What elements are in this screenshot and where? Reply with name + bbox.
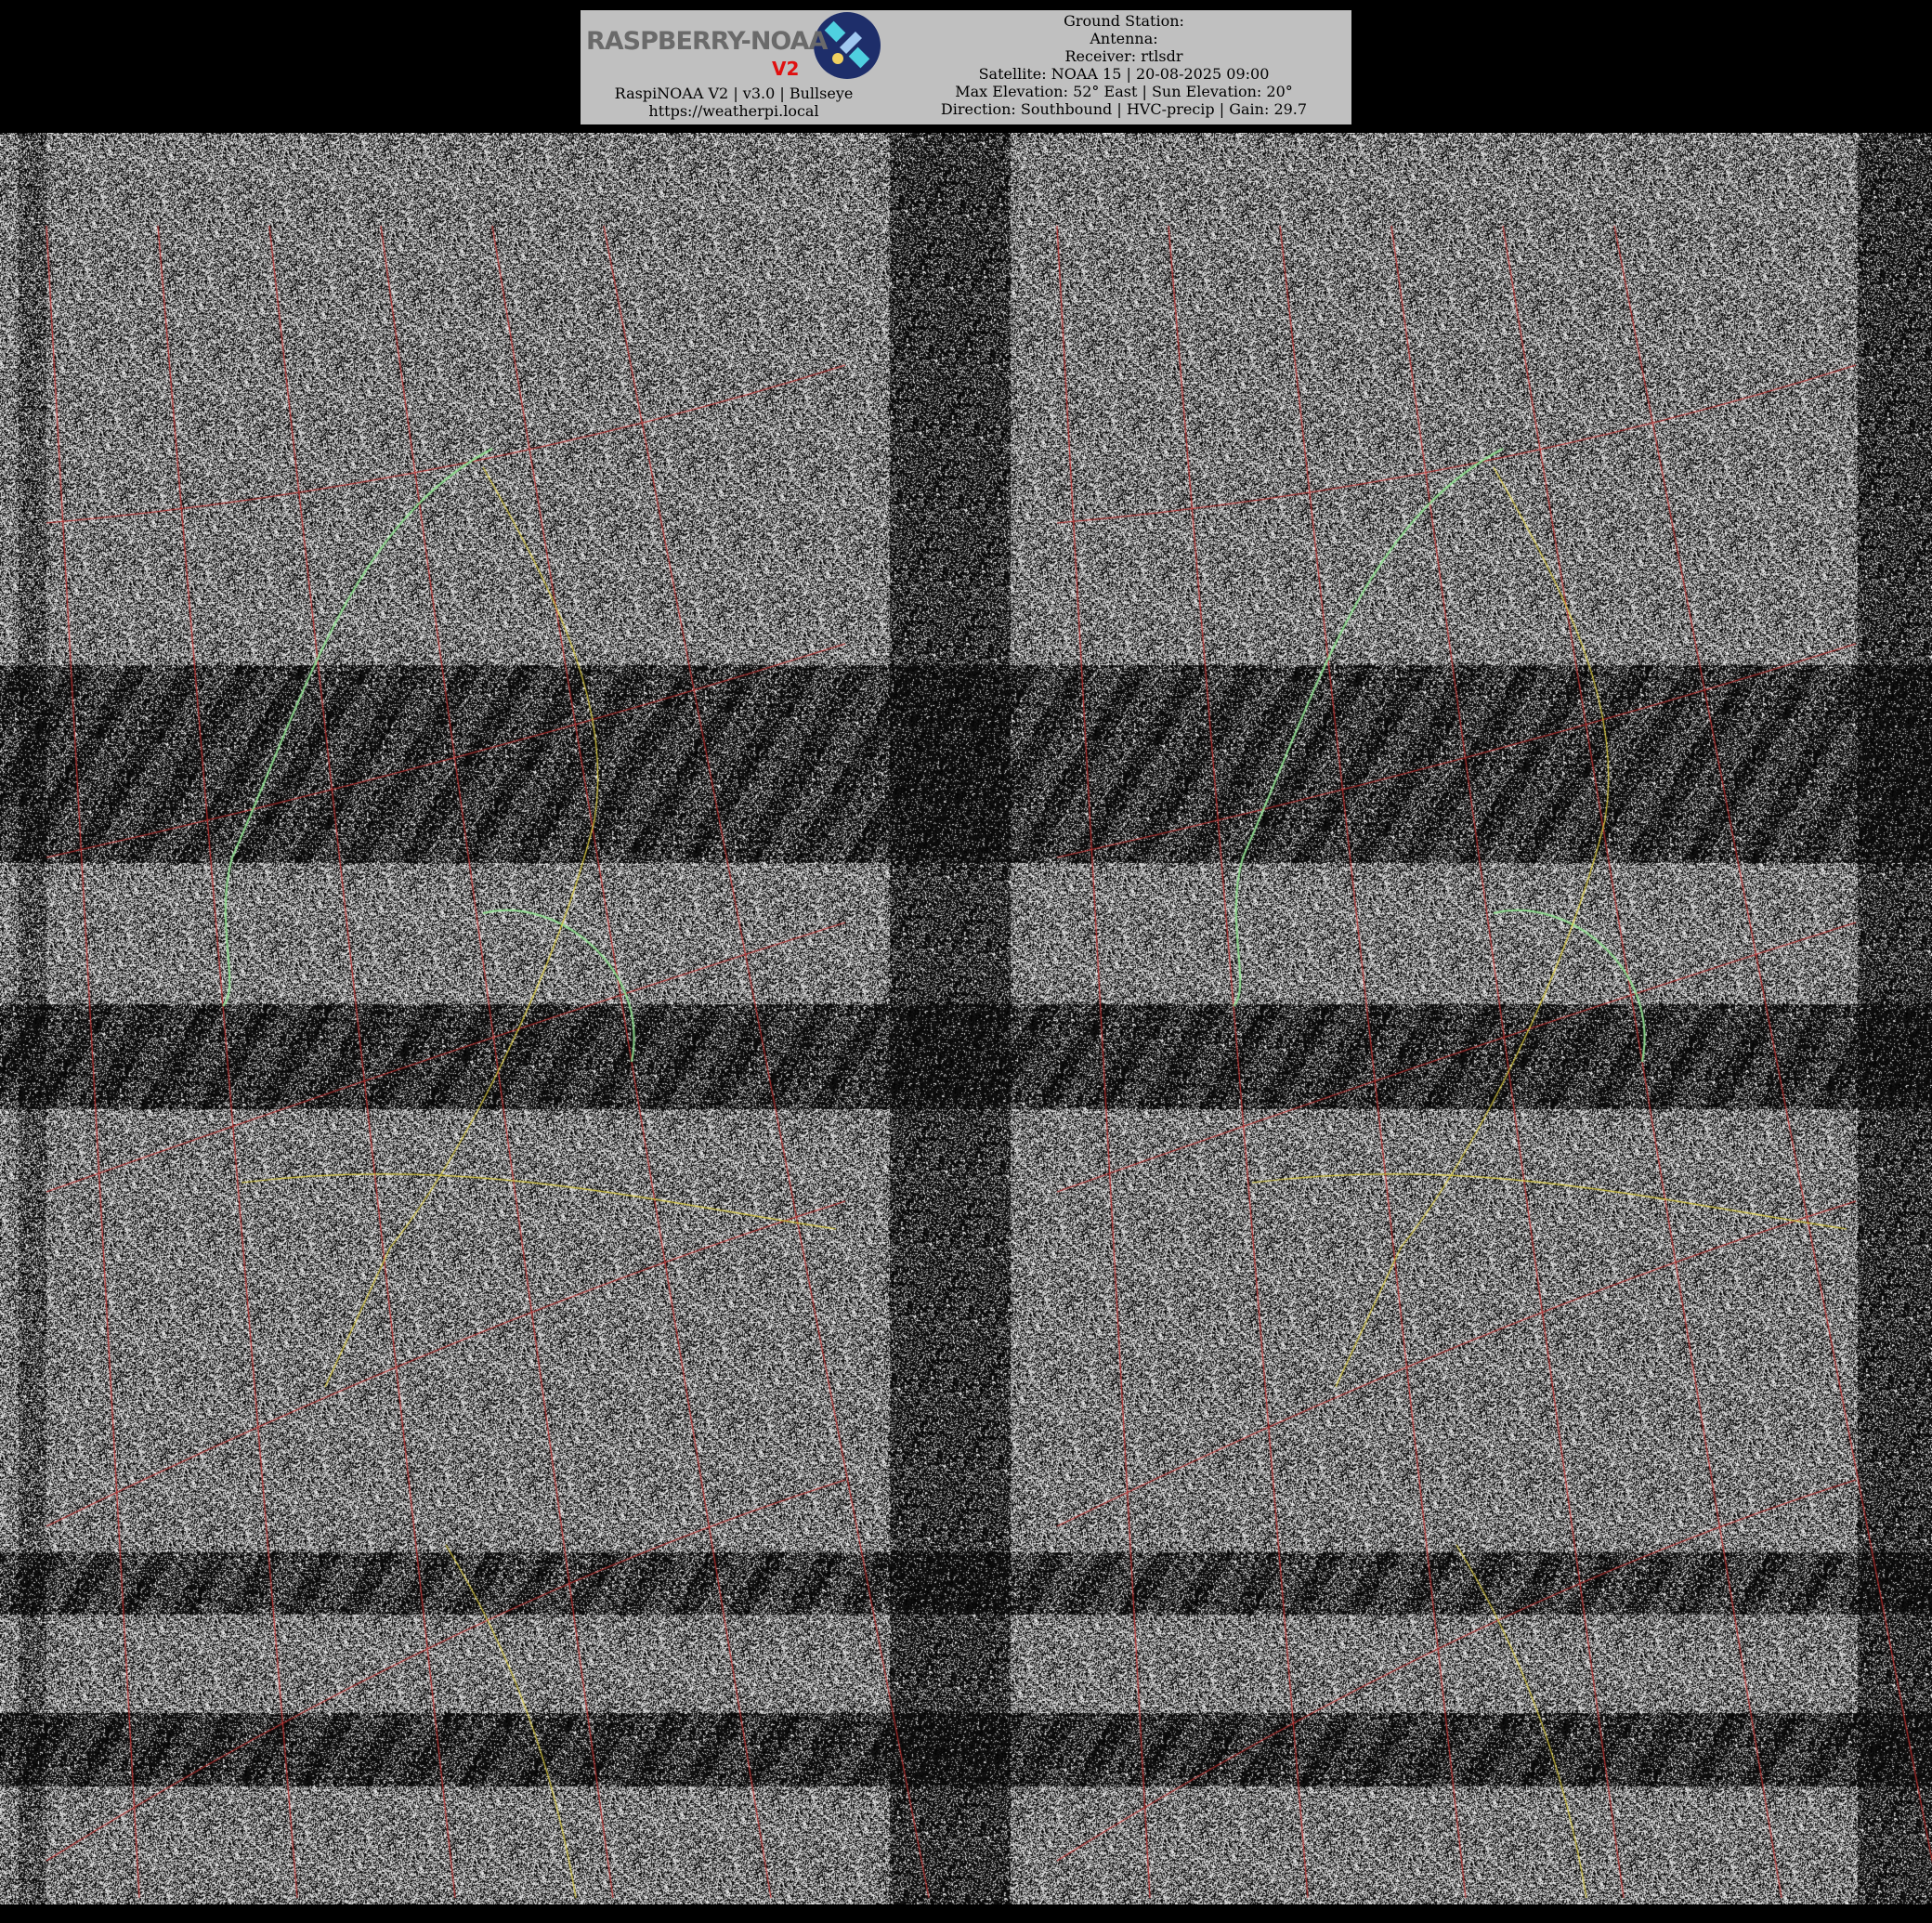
- direction-gain: Direction: Southbound | HVC-precip | Gai…: [940, 100, 1308, 118]
- satellite-image: [0, 133, 1932, 1904]
- receiver: Receiver: rtlsdr: [1064, 47, 1183, 65]
- elevation: Max Elevation: 52° East | Sun Elevation:…: [955, 83, 1293, 100]
- antenna: Antenna:: [1090, 30, 1158, 47]
- logo-text: RASPBERRY-NOAA: [586, 27, 828, 56]
- ground-station: Ground Station:: [1064, 12, 1184, 30]
- raspberry-noaa-logo: RASPBERRY-NOAA V2: [586, 10, 883, 83]
- satellite-pass: Satellite: NOAA 15 | 20-08-2025 09:00: [978, 65, 1270, 83]
- satellite-icon: [814, 12, 881, 79]
- info-header: RASPBERRY-NOAA V2 RaspiNOAA V2 | v3.0 | …: [581, 10, 1351, 124]
- logo-badge: V2: [772, 58, 800, 80]
- station-url: https://weatherpi.local: [648, 102, 819, 120]
- app-version: RaspiNOAA V2 | v3.0 | Bullseye: [614, 85, 854, 102]
